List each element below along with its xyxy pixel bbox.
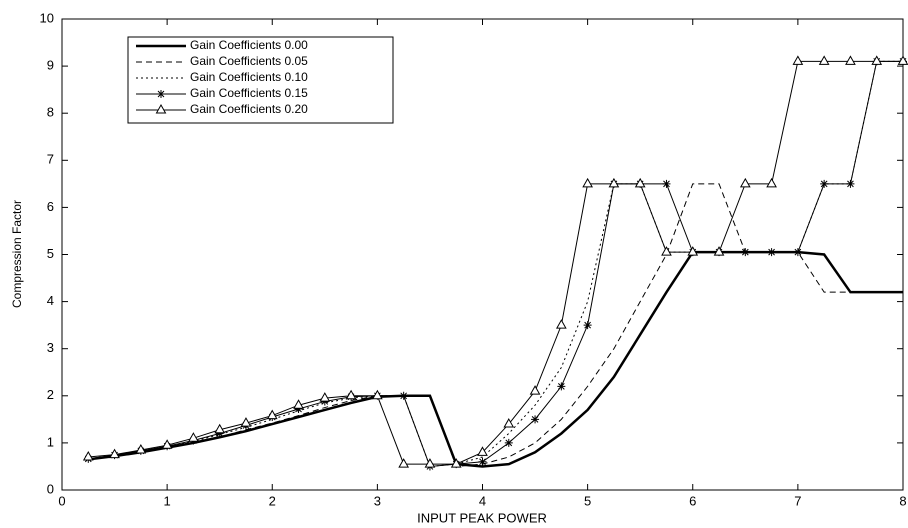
marker xyxy=(240,417,252,427)
legend-label: Gain Coefficients 0.05 xyxy=(190,54,308,68)
marker xyxy=(662,179,671,188)
marker xyxy=(503,418,515,428)
marker xyxy=(109,448,120,459)
marker xyxy=(504,438,513,447)
marker xyxy=(871,55,883,65)
y-tick-label: 3 xyxy=(47,340,54,355)
marker xyxy=(846,179,855,188)
legend-label: Gain Coefficients 0.20 xyxy=(190,102,308,116)
legend xyxy=(127,36,394,124)
marker xyxy=(161,439,173,449)
y-axis-label: Compression Factor xyxy=(10,200,24,308)
marker xyxy=(450,458,462,468)
marker xyxy=(557,382,566,391)
marker xyxy=(372,389,383,400)
y-tick-label: 5 xyxy=(47,246,54,261)
x-tick-label: 7 xyxy=(794,493,801,508)
marker xyxy=(214,423,226,434)
marker xyxy=(529,385,541,395)
marker xyxy=(741,248,750,257)
x-tick-label: 6 xyxy=(689,493,696,508)
marker xyxy=(82,451,94,461)
x-tick-label: 8 xyxy=(899,493,906,508)
y-tick-label: 7 xyxy=(47,152,54,167)
x-tick-label: 4 xyxy=(479,493,486,508)
legend-marker xyxy=(155,103,167,114)
marker xyxy=(767,248,776,257)
marker xyxy=(820,179,829,188)
marker xyxy=(398,458,410,468)
series-line xyxy=(88,60,903,465)
marker xyxy=(319,392,331,402)
marker xyxy=(215,429,224,438)
legend-label: Gain Coefficients 0.00 xyxy=(190,38,308,52)
y-tick-label: 4 xyxy=(47,293,54,308)
y-tick-label: 2 xyxy=(47,387,54,402)
legend-label: Gain Coefficients 0.15 xyxy=(190,86,308,100)
marker xyxy=(135,443,147,454)
marker xyxy=(661,246,672,256)
x-tick-label: 2 xyxy=(269,493,276,508)
marker xyxy=(531,415,540,424)
marker xyxy=(293,399,304,409)
marker xyxy=(793,248,802,257)
marker xyxy=(582,177,593,188)
legend-marker xyxy=(157,90,165,98)
series-line xyxy=(88,183,903,467)
marker xyxy=(739,177,751,188)
y-tick-label: 6 xyxy=(47,199,54,214)
y-tick-label: 9 xyxy=(47,58,54,73)
marker xyxy=(634,177,646,188)
marker xyxy=(478,457,487,466)
y-tick-label: 0 xyxy=(47,481,54,496)
marker xyxy=(713,246,725,256)
marker xyxy=(687,246,699,256)
marker xyxy=(792,55,804,65)
x-tick-label: 5 xyxy=(584,493,591,508)
marker xyxy=(845,55,856,65)
marker xyxy=(188,432,199,442)
marker xyxy=(583,321,592,330)
marker xyxy=(294,404,303,413)
x-axis-label: INPUT PEAK POWER xyxy=(417,510,547,525)
marker xyxy=(266,409,278,420)
legend-label: Gain Coefficients 0.10 xyxy=(190,70,308,84)
marker xyxy=(477,446,488,456)
y-tick-label: 10 xyxy=(40,10,54,25)
marker xyxy=(399,391,408,400)
marker xyxy=(897,55,908,65)
x-tick-label: 1 xyxy=(164,493,171,508)
marker xyxy=(555,319,567,329)
y-tick-label: 1 xyxy=(47,434,54,449)
series-line xyxy=(88,250,903,468)
x-tick-label: 3 xyxy=(374,493,381,508)
marker xyxy=(345,389,357,400)
x-tick-label: 0 xyxy=(58,493,65,508)
y-tick-label: 8 xyxy=(47,105,54,120)
marker xyxy=(818,55,830,65)
marker xyxy=(766,177,777,188)
marker xyxy=(424,458,436,468)
marker xyxy=(608,177,620,188)
